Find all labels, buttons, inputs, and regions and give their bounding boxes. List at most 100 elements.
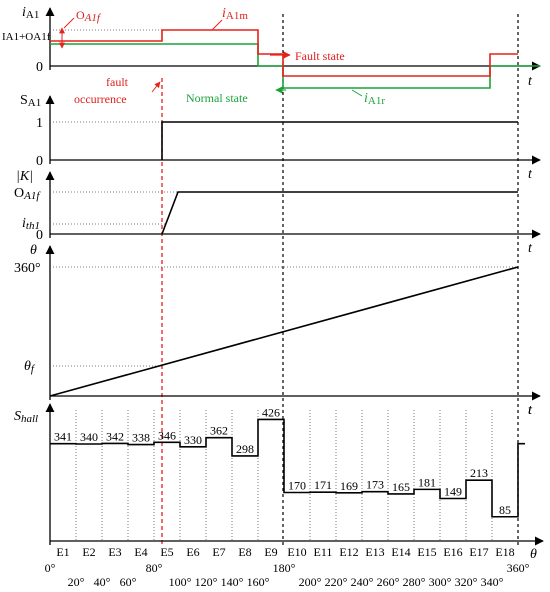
hall-value-label: 426 xyxy=(262,405,280,419)
sector-label: E7 xyxy=(212,545,225,559)
hall-value-label: 338 xyxy=(132,431,150,445)
panel-shall: Shall t θ 341 340 342 338 346 330 362 298 426 170… xyxy=(14,403,544,589)
ia1r-leader xyxy=(351,89,363,97)
hall-value-label: 85 xyxy=(499,503,511,517)
fault-occurrence-arrow xyxy=(151,81,161,93)
panel3-zero: 0 xyxy=(36,228,43,243)
fault-occurrence-label-1: fault xyxy=(106,75,129,89)
panel4-t: t xyxy=(528,403,533,418)
sector-label: E15 xyxy=(417,545,436,559)
sector-label: E14 xyxy=(391,545,410,559)
panel2-one: 1 xyxy=(36,116,43,131)
angle-label: 320° xyxy=(455,575,478,589)
angle-label: 360° xyxy=(507,561,530,575)
ia1m-label: iA1m xyxy=(222,6,248,22)
k-trace xyxy=(161,191,518,235)
panel5-t: t xyxy=(528,403,533,418)
sector-label: E8 xyxy=(238,545,251,559)
panel4-mid: θf xyxy=(24,359,36,375)
panel5-theta: θ xyxy=(530,547,537,562)
angle-label: 20° xyxy=(68,575,85,589)
angle-label: 60° xyxy=(120,575,137,589)
hall-staircase xyxy=(50,418,525,518)
angle-label: 180° xyxy=(273,561,296,575)
angle-label: 300° xyxy=(429,575,452,589)
hall-value-label: 181 xyxy=(418,475,436,489)
sector-label: E13 xyxy=(365,545,384,559)
fault-occurrence-label-2: occurrence xyxy=(74,92,127,106)
angle-label: 260° xyxy=(377,575,400,589)
hall-value-label: 149 xyxy=(444,484,462,498)
panel3-top: OA1f xyxy=(14,186,41,202)
sector-label: E10 xyxy=(287,545,306,559)
angle-label: 120° xyxy=(195,575,218,589)
panel4-ylabel: θ xyxy=(30,243,37,258)
panel-sa1: SA1 1 0 t xyxy=(20,93,541,182)
panel2-ylabel: SA1 xyxy=(20,93,41,109)
sector-label: E12 xyxy=(339,545,358,559)
hall-value-label: 169 xyxy=(340,479,358,493)
sector-label: E2 xyxy=(82,545,95,559)
panel3-t: t xyxy=(528,241,533,256)
angle-label: 0° xyxy=(45,561,56,575)
hall-value-label: 171 xyxy=(314,478,332,492)
theta-ramp xyxy=(49,266,519,397)
angle-label: 220° xyxy=(325,575,348,589)
sector-label: E16 xyxy=(443,545,462,559)
panel4-top: 360° xyxy=(14,261,41,276)
hall-value-label: 170 xyxy=(288,479,306,493)
sector-label: E1 xyxy=(56,545,69,559)
hall-value-label: 173 xyxy=(366,478,384,492)
hall-value-label: 340 xyxy=(80,430,98,444)
panel1-ylabel: iA1 xyxy=(22,5,39,21)
hall-value-labels: 341 340 342 338 346 330 362 298 426 170 171 169 173 1… xyxy=(54,405,511,516)
sector-label: E17 xyxy=(469,545,488,559)
angle-label: 160° xyxy=(247,575,270,589)
panel2-t: t xyxy=(528,167,533,182)
panel-k: |K| OA1f ith1 0 t xyxy=(14,169,541,256)
angle-label: 80° xyxy=(146,561,163,575)
sector-label: E3 xyxy=(108,545,121,559)
hall-value-label: 330 xyxy=(184,433,202,447)
oa1f-leader xyxy=(63,17,75,29)
fault-state-label: Fault state xyxy=(295,49,345,63)
sector-label: E4 xyxy=(134,545,147,559)
panel3-threshold: ith1 xyxy=(22,216,40,232)
hall-sector-labels: E1 E2 E3 E4 E5 E6 E7 E8 E9 E10 E11 E12 E13 E14 E15 E16 E… xyxy=(56,545,514,559)
ia1r-label: iA1r xyxy=(364,91,385,107)
panel1-t: t xyxy=(528,74,533,89)
angle-label: 100° xyxy=(169,575,192,589)
hall-value-label: 298 xyxy=(236,442,254,456)
hall-value-label: 213 xyxy=(470,466,488,480)
sector-label: E5 xyxy=(160,545,173,559)
angle-label: 140° xyxy=(221,575,244,589)
hall-value-label: 165 xyxy=(392,480,410,494)
hall-value-label: 341 xyxy=(54,430,72,444)
panel2-zero: 0 xyxy=(36,154,43,169)
hall-angle-labels: 0° 80° 180° 360° 20° 40° 60° 100° 120° 140° 160° 20… xyxy=(45,561,530,589)
sa1-trace xyxy=(161,121,518,160)
angle-label: 280° xyxy=(403,575,426,589)
panel5-ylabel: Shall xyxy=(14,409,38,425)
panel-current: iA1 IA1+OA1f 0 t OA1f iA1m Fault state f… xyxy=(2,5,541,107)
fault-current-trace xyxy=(50,29,518,77)
panel3-ylabel: |K| xyxy=(16,169,33,184)
ia1m-leader xyxy=(211,19,223,31)
angle-label: 200° xyxy=(299,575,322,589)
sector-label: E11 xyxy=(314,545,333,559)
sector-label: E18 xyxy=(495,545,514,559)
normal-state-label: Normal state xyxy=(186,91,248,105)
oa1f-label: OA1f xyxy=(76,8,102,24)
hall-value-label: 342 xyxy=(106,429,124,443)
hall-sector-grid xyxy=(75,410,493,541)
angle-label: 340° xyxy=(481,575,504,589)
angle-label: 240° xyxy=(351,575,374,589)
panel1-level-label: IA1+OA1f xyxy=(2,31,51,43)
sector-label: E6 xyxy=(186,545,199,559)
angle-label: 40° xyxy=(94,575,111,589)
hall-value-label: 362 xyxy=(210,424,228,438)
panel-theta: θ 360° θf t xyxy=(14,243,541,418)
hall-value-label: 346 xyxy=(158,428,176,442)
sector-label: E9 xyxy=(264,545,277,559)
